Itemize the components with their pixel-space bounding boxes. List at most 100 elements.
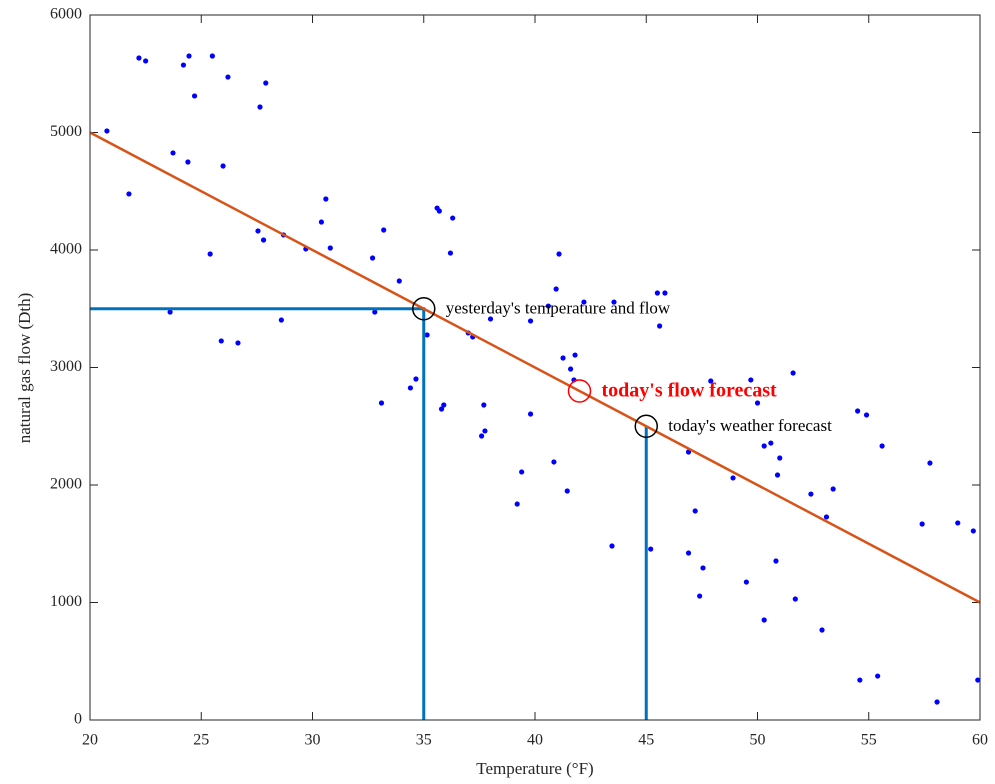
y-tick-label: 6000 — [50, 6, 82, 23]
x-axis-label: Temperature (°F) — [476, 759, 593, 778]
scatter-point — [572, 352, 578, 358]
y-tick-label: 3000 — [50, 358, 82, 375]
y-tick-label: 2000 — [50, 476, 82, 493]
scatter-point — [708, 378, 714, 384]
scatter-point — [830, 486, 836, 492]
x-tick-label: 60 — [972, 732, 988, 749]
y-tick-label: 5000 — [50, 123, 82, 140]
scatter-point — [225, 74, 231, 80]
scatter-point — [482, 428, 488, 434]
scatter-point — [487, 316, 494, 322]
scatter-point — [263, 80, 269, 86]
scatter-point — [863, 412, 870, 418]
scatter-point — [857, 677, 863, 683]
scatter-point — [692, 508, 698, 514]
scatter-point — [823, 514, 830, 520]
fit-line — [89, 131, 981, 604]
annotation-text: today's flow forecast — [602, 380, 777, 402]
x-tick-label: 45 — [638, 732, 654, 749]
scatter-point — [875, 673, 881, 679]
scatter-point — [970, 528, 976, 534]
y-tick-label: 1000 — [50, 593, 82, 610]
scatter-point — [450, 215, 456, 221]
scatter-point — [754, 400, 761, 406]
annotation-marker — [567, 379, 592, 403]
scatter-point — [369, 255, 376, 261]
scatter-point — [551, 459, 557, 465]
scatter-point — [581, 299, 587, 305]
scatter-point — [441, 402, 447, 408]
annotation-text: today's weather forecast — [668, 416, 832, 435]
scatter-point — [685, 550, 692, 556]
scatter-point — [773, 558, 779, 564]
scatter-point — [609, 543, 615, 549]
scatter-point — [855, 408, 861, 414]
scatter-point — [748, 377, 754, 383]
scatter-point — [808, 491, 814, 497]
scatter-point — [438, 406, 445, 412]
scatter-point — [257, 104, 263, 110]
scatter-point — [481, 402, 487, 408]
scatter-point — [761, 443, 767, 449]
scatter-point — [436, 208, 442, 214]
scatter-point — [424, 332, 430, 338]
scatter-point — [700, 565, 706, 571]
scatter-point — [657, 323, 663, 329]
scatter-point — [180, 62, 187, 68]
scatter-point — [396, 278, 402, 284]
scatter-point — [519, 469, 525, 475]
scatter-point — [318, 219, 324, 225]
scatter-point — [381, 227, 387, 233]
scatter-point — [220, 163, 226, 169]
x-tick-label: 30 — [305, 732, 321, 749]
scatter-point — [447, 250, 454, 256]
scatter-point — [697, 593, 703, 599]
scatter-point — [255, 228, 261, 234]
scatter-point — [167, 309, 173, 315]
scatter-point — [260, 237, 267, 243]
scatter-point — [927, 460, 933, 466]
guide-line — [90, 307, 426, 720]
y-tick-label: 4000 — [50, 241, 82, 258]
scatter-point — [218, 338, 224, 344]
scatter-point — [761, 617, 767, 623]
scatter-point — [879, 443, 885, 449]
y-axis-label: natural gas flow (Dth) — [15, 293, 34, 444]
scatter-point — [327, 245, 333, 251]
scatter-point — [104, 128, 110, 134]
scatter-point — [413, 376, 419, 382]
x-tick-label: 20 — [82, 732, 98, 749]
scatter-point — [975, 677, 981, 683]
annotation-marker — [412, 297, 436, 321]
scatter-point — [323, 196, 329, 202]
scatter-point — [514, 501, 520, 507]
scatter-point — [654, 290, 660, 296]
scatter-point — [934, 699, 940, 705]
x-tick-label: 35 — [416, 732, 432, 749]
x-tick-label: 50 — [750, 732, 766, 749]
scatter-point — [768, 440, 774, 446]
scatter-point — [479, 433, 485, 439]
scatter-point — [170, 150, 176, 156]
scatter-point — [568, 366, 574, 372]
annotation-marker — [634, 414, 658, 438]
scatter-point — [209, 53, 215, 59]
scatter-point — [790, 370, 796, 376]
scatter-point — [685, 449, 692, 455]
scatter-point — [560, 355, 566, 361]
scatter-point — [777, 455, 783, 461]
y-tick-label: 0 — [74, 711, 82, 728]
scatter-point — [611, 299, 617, 305]
x-tick-label: 55 — [861, 732, 877, 749]
scatter-point — [126, 191, 132, 197]
scatter-point — [774, 472, 781, 478]
x-tick-label: 25 — [193, 732, 209, 749]
scatter-point — [207, 251, 213, 257]
annotation-text: yesterday's temperature and flow — [446, 299, 671, 318]
scatter-point — [186, 53, 192, 59]
scatter-point — [136, 55, 142, 61]
scatter-point — [378, 400, 385, 406]
scatter-point — [143, 58, 149, 64]
scatter-point — [955, 520, 961, 526]
